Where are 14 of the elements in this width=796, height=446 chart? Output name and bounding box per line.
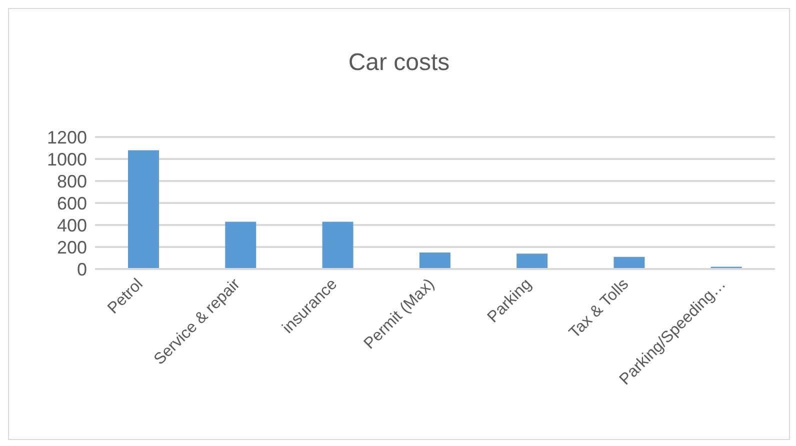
y-tick-label: 1200 [46,127,87,148]
bar [322,222,354,269]
bar [419,252,450,269]
y-tick-label: 600 [56,193,87,214]
bar [516,254,548,269]
y-tick-label: 0 [76,259,87,280]
y-tick-label: 400 [56,215,87,236]
y-tick-label: 800 [56,171,87,192]
bar [128,150,159,269]
y-tick-label: 1000 [46,149,87,170]
bar [614,256,645,269]
chart-title: Car costs [347,49,451,77]
y-tick-label: 200 [56,237,87,258]
bar [225,222,256,269]
